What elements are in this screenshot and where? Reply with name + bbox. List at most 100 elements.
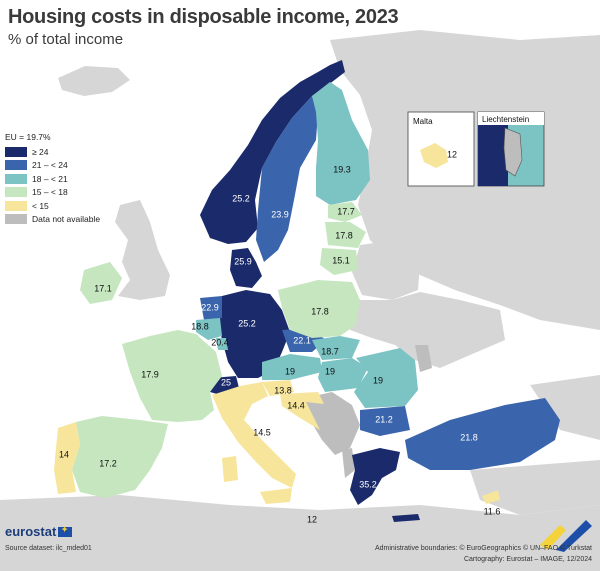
corner-logo-mark (540, 525, 566, 550)
legend-item: 21 – < 24 (5, 159, 100, 173)
country-sweden (256, 96, 318, 262)
country-caucasus (530, 375, 600, 440)
value-label-malta: 12 (307, 514, 317, 524)
country-north-africa (0, 495, 600, 571)
country-denmark (230, 248, 262, 288)
value-label-finland: 19.3 (333, 164, 351, 174)
inset-malta-value: 12 (447, 149, 457, 159)
source-note: Source dataset: ilc_mded01 (5, 545, 92, 552)
country-ireland (80, 262, 122, 304)
country-luxembourg (216, 338, 228, 350)
legend-swatch (5, 146, 27, 157)
inset-malta: Malta 12 (407, 111, 475, 187)
corner-logo-mark-blue (556, 520, 592, 552)
country-netherlands (200, 296, 222, 320)
country-value-labels: 25.2 23.9 19.3 17.7 17.8 15.1 25.9 17.1 22.9 18.8… (59, 164, 500, 524)
country-portugal (54, 422, 80, 494)
value-label-netherlands: 22.9 (201, 302, 219, 312)
country-middle-east (470, 460, 600, 515)
cartography-note: Cartography: Eurostat – IMAGE, 12/2024 (463, 556, 592, 563)
value-label-spain: 17.2 (99, 458, 117, 468)
legend-item: 15 – < 18 (5, 186, 100, 200)
legend-label: 18 – < 21 (32, 173, 68, 184)
country-croatia (280, 392, 324, 430)
country-lithuania (320, 248, 358, 275)
value-label-poland: 17.8 (311, 306, 329, 316)
legend-header: EU = 19.7% (5, 132, 51, 142)
country-ukraine (350, 292, 505, 368)
country-belarus (352, 240, 420, 300)
value-label-romania: 19 (373, 375, 383, 385)
value-label-cyprus: 11.6 (484, 506, 501, 516)
legend-item: ≥ 24 (5, 145, 100, 159)
island-crete (392, 514, 420, 522)
country-uk (115, 200, 170, 300)
island-sardinia (222, 456, 238, 482)
country-france (122, 330, 222, 422)
country-romania (354, 348, 418, 408)
country-slovakia (312, 336, 360, 360)
eu-flag-icon (58, 525, 73, 537)
country-hungary (318, 358, 368, 392)
country-balkans-west (305, 392, 360, 455)
value-label-france: 17.9 (141, 369, 159, 379)
legend-swatch (5, 187, 27, 198)
country-finland (312, 82, 370, 205)
country-poland (278, 280, 360, 338)
value-label-italy: 14.5 (253, 427, 271, 437)
value-label-austria: 19 (285, 366, 295, 376)
country-belgium (196, 318, 222, 340)
island-sicily (260, 488, 292, 504)
country-turkiye (405, 398, 560, 470)
value-label-sweden: 23.9 (271, 209, 289, 219)
value-label-switzerland: 25 (221, 377, 231, 387)
inset-malta-title: Malta (413, 117, 433, 126)
value-label-slovenia: 13.8 (274, 385, 292, 395)
legend-swatch (5, 173, 27, 184)
legend-swatch (5, 200, 27, 211)
legend-item: Data not available (5, 213, 100, 227)
country-spain (72, 416, 168, 498)
eurostat-brand: eurostat (5, 524, 57, 539)
country-slovenia (262, 380, 294, 396)
legend-label: 21 – < 24 (32, 160, 68, 171)
country-greece (350, 448, 400, 505)
legend-items: ≥ 24 21 – < 24 18 – < 21 15 – < 18 < 15 Data … (5, 145, 100, 226)
value-label-estonia: 17.7 (337, 206, 355, 216)
legend-swatch (5, 214, 27, 225)
value-label-hungary: 19 (325, 366, 335, 376)
country-germany (218, 290, 290, 378)
country-cyprus (482, 490, 500, 504)
legend-swatch (5, 160, 27, 171)
country-norway (200, 60, 345, 244)
country-moldova (415, 345, 432, 372)
inset-liechtenstein-title: Liechtenstein (482, 115, 529, 124)
page-subtitle: % of total income (8, 31, 124, 48)
value-label-bulgaria: 21.2 (375, 414, 393, 424)
country-bulgaria (360, 406, 410, 436)
value-label-slovakia: 18.7 (321, 346, 339, 356)
value-label-denmark: 25.9 (234, 256, 252, 266)
boundaries-note: Administrative boundaries: © EuroGeograp… (374, 545, 592, 552)
country-albania (342, 448, 355, 478)
page-title: Housing costs in disposable income, 2023 (8, 6, 399, 28)
legend-item: < 15 (5, 199, 100, 213)
legend-item: 18 – < 21 (5, 172, 100, 186)
legend-label: ≥ 24 (32, 146, 49, 157)
value-label-luxembourg: 20.4 (211, 337, 229, 347)
value-label-belgium: 18.8 (191, 321, 209, 331)
legend: EU = 19.7% ≥ 24 21 – < 24 18 – < 21 15 – < … (5, 132, 100, 226)
country-iceland (58, 66, 130, 96)
value-label-lithuania: 15.1 (332, 255, 350, 265)
inset-liechtenstein: Liechtenstein (477, 111, 545, 187)
legend-label: < 15 (32, 200, 49, 211)
value-label-t-rkiye: 21.8 (460, 432, 478, 442)
legend-label: 15 – < 18 (32, 187, 68, 198)
legend-label: Data not available (32, 214, 101, 225)
value-label-croatia: 14.4 (287, 400, 305, 410)
value-label-greece: 35.2 (359, 479, 377, 489)
value-label-ireland: 17.1 (94, 283, 112, 293)
country-austria (262, 354, 322, 380)
